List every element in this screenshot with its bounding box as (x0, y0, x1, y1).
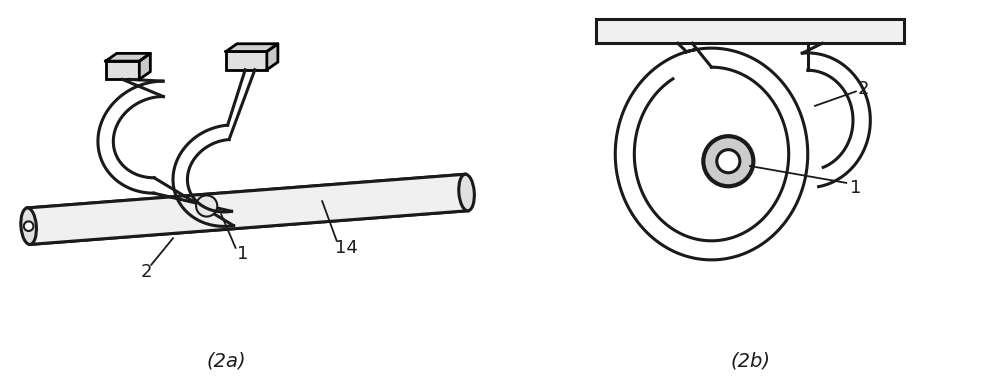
Text: 2: 2 (857, 80, 869, 98)
Polygon shape (27, 174, 468, 244)
Polygon shape (106, 54, 150, 61)
Bar (596, 19, 904, 44)
Bar (106, 61, 139, 79)
Ellipse shape (459, 174, 474, 211)
Polygon shape (139, 54, 150, 79)
Bar (226, 52, 267, 70)
Text: 1: 1 (237, 245, 248, 263)
Circle shape (24, 221, 33, 231)
Text: 1: 1 (850, 179, 862, 197)
Text: (2a): (2a) (206, 352, 246, 370)
Text: (2b): (2b) (730, 352, 770, 370)
Polygon shape (226, 44, 278, 52)
Circle shape (717, 150, 740, 173)
Text: 14: 14 (335, 239, 358, 257)
Text: 2: 2 (141, 263, 152, 281)
Ellipse shape (21, 208, 36, 244)
Polygon shape (267, 44, 278, 70)
Circle shape (703, 136, 753, 186)
Circle shape (196, 195, 217, 216)
Polygon shape (27, 174, 468, 244)
